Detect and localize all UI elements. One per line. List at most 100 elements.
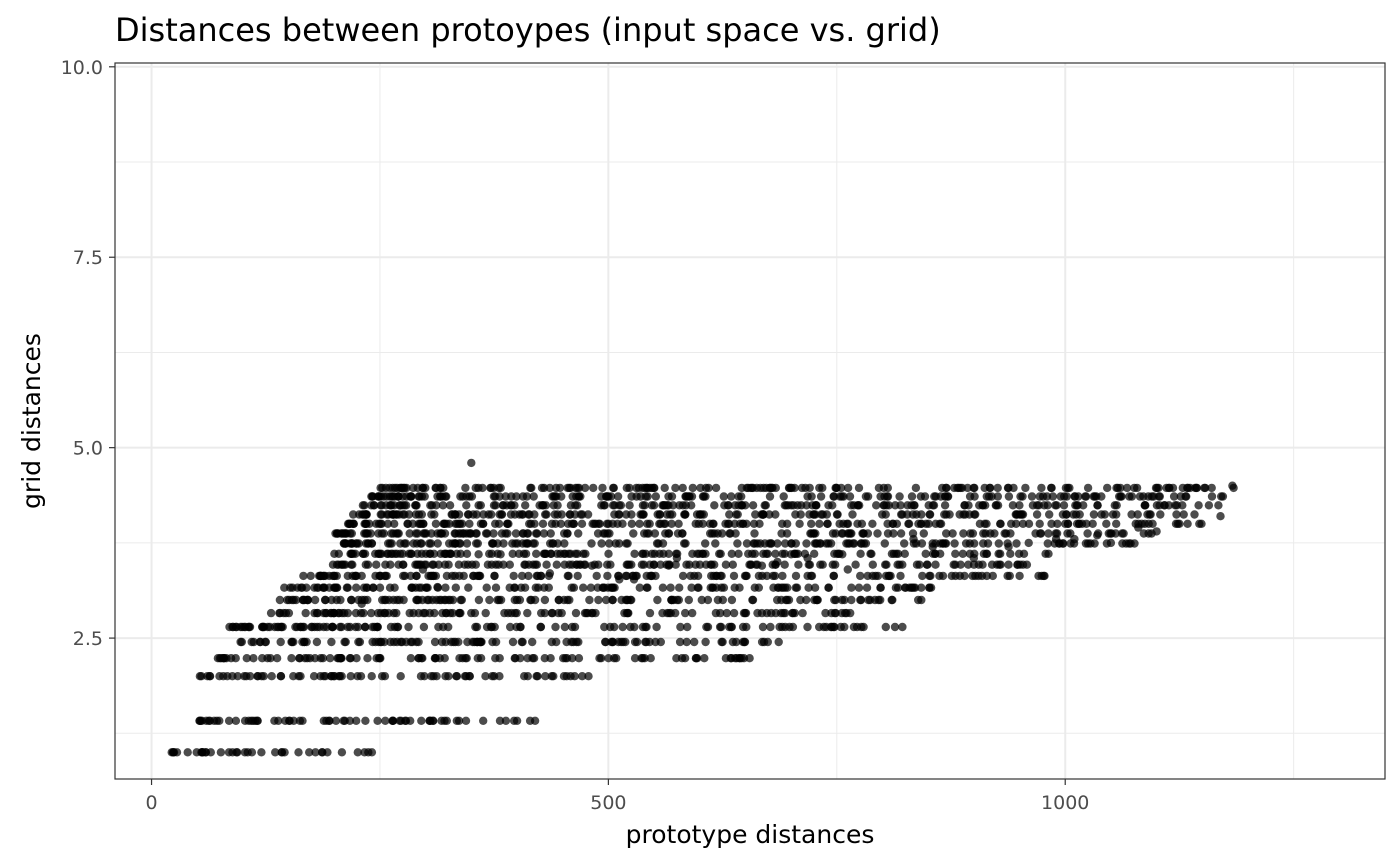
scatter-point [406, 571, 415, 581]
scatter-point [784, 595, 794, 605]
scatter-point [548, 539, 558, 548]
scatter-point [456, 492, 465, 501]
scatter-point [811, 501, 820, 510]
scatter-point [831, 529, 840, 538]
scatter-point [854, 483, 864, 493]
scatter-point [520, 672, 529, 681]
scatter-point [337, 748, 347, 757]
scatter-point [259, 672, 268, 681]
scatter-point [445, 519, 454, 528]
scatter-point [958, 549, 967, 558]
scatter-point [389, 608, 398, 618]
scatter-point [907, 583, 916, 592]
scatter-point [802, 539, 811, 548]
scatter-point [748, 483, 758, 493]
scatter-point [854, 583, 864, 592]
scatter-point [618, 622, 627, 632]
scatter-point [566, 672, 575, 681]
scatter-point [890, 622, 900, 632]
scatter-point [511, 654, 520, 663]
scatter-point [546, 654, 555, 663]
scatter-point [511, 529, 521, 538]
scatter-point [532, 549, 541, 558]
scatter-point [517, 571, 527, 581]
scatter-point [310, 595, 320, 605]
scatter-point [586, 583, 596, 592]
scatter-point [560, 622, 570, 632]
scatter-point [549, 501, 558, 510]
scatter-point [1152, 483, 1162, 493]
scatter-point [523, 608, 532, 618]
scatter-point [993, 483, 1002, 493]
scatter-point [1024, 538, 1033, 548]
scatter-point [621, 571, 631, 581]
scatter-point [1103, 483, 1112, 493]
scatter-point [922, 560, 932, 569]
scatter-point [734, 549, 743, 558]
scatter-point [487, 560, 496, 569]
scatter-point [697, 595, 706, 605]
scatter-point [1156, 510, 1165, 519]
scatter-point [1179, 510, 1188, 519]
scatter-point [715, 549, 724, 558]
scatter-point [356, 672, 366, 681]
scatter-point [483, 529, 492, 538]
scatter-point [401, 716, 411, 725]
scatter-point [693, 583, 702, 592]
scatter-point [668, 501, 678, 510]
scatter-point [295, 716, 305, 725]
scatter-point [739, 654, 749, 663]
scatter-point [319, 672, 328, 681]
scatter-point [600, 622, 609, 632]
scatter-point [853, 501, 863, 510]
scatter-point [363, 654, 372, 663]
scatter-point [1104, 529, 1114, 538]
scatter-point [816, 492, 826, 501]
scatter-point [322, 608, 331, 618]
scatter-point [238, 622, 247, 632]
scatter-point [651, 637, 660, 647]
scatter-point [434, 560, 443, 569]
scatter-point [530, 595, 540, 605]
scatter-point [1162, 483, 1171, 493]
scatter-point [700, 654, 709, 663]
scatter-point [419, 608, 428, 618]
scatter-point [688, 608, 697, 618]
scatter-point [678, 571, 688, 581]
scatter-point [1047, 519, 1056, 528]
scatter-point [528, 637, 537, 647]
scatter-point [1006, 549, 1015, 558]
scatter-point [546, 549, 555, 558]
scatter-point [289, 595, 298, 605]
scatter-point [1062, 510, 1071, 519]
scatter-point [335, 672, 345, 681]
scatter-point [812, 539, 822, 548]
scatter-point [635, 519, 644, 528]
scatter-point [563, 519, 573, 528]
scatter-point [518, 539, 527, 548]
scatter-point [767, 483, 776, 493]
scatter-point [909, 534, 918, 544]
scatter-point [1113, 483, 1123, 493]
scatter-point [481, 608, 490, 618]
scatter-point [386, 501, 395, 510]
scatter-point [1037, 483, 1046, 493]
y-tick-label: 7.5 [73, 247, 103, 269]
scatter-point [523, 529, 532, 538]
scatter-point [525, 716, 535, 725]
x-tick-label: 1000 [1041, 792, 1089, 814]
scatter-point [521, 501, 530, 510]
scatter-point [935, 571, 944, 581]
scatter-point [1021, 483, 1030, 493]
scatter-point [793, 501, 802, 510]
scatter-point [377, 549, 386, 558]
scatter-point [183, 748, 192, 757]
scatter-point [807, 571, 817, 581]
scatter-point [667, 492, 677, 501]
scatter-point [646, 654, 655, 663]
scatter-point [390, 519, 399, 528]
scatter-point [914, 595, 923, 605]
scatter-point [516, 583, 526, 592]
scatter-point [1070, 534, 1079, 544]
